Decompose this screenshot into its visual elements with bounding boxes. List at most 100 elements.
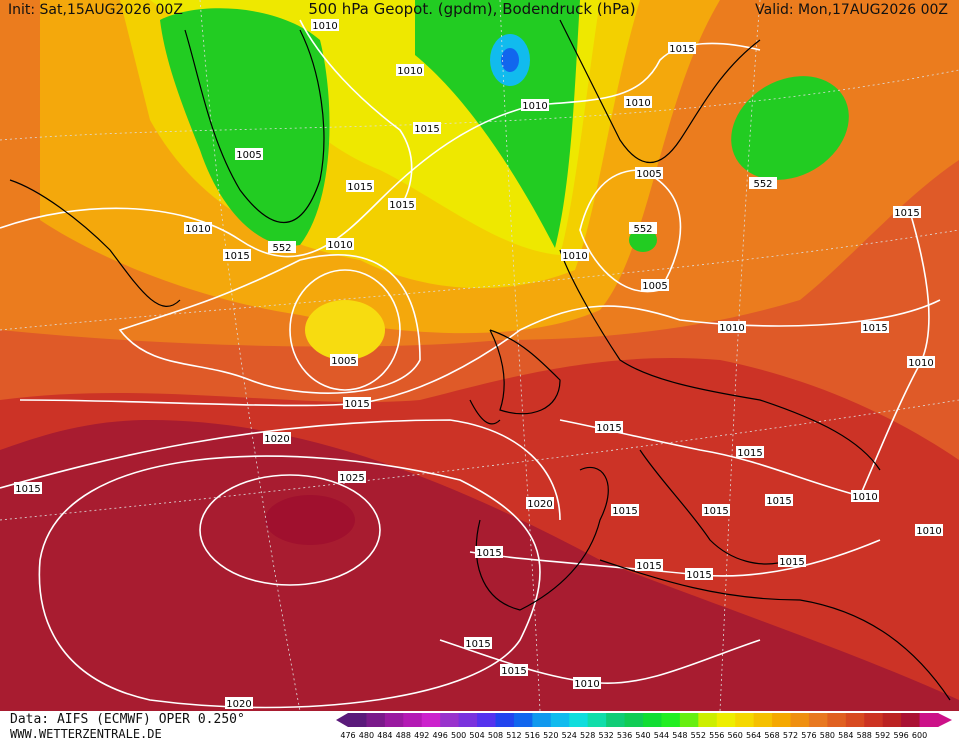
label-box [861, 321, 889, 333]
colorbar-swatch [716, 713, 736, 727]
contour-label: 1020 [226, 699, 251, 710]
label-box [475, 546, 503, 558]
colorbar-swatch [901, 713, 921, 727]
label-box [635, 167, 663, 179]
colorbar-swatch [458, 713, 478, 727]
label-box [521, 99, 549, 111]
contour-label: 1015 [596, 423, 621, 434]
colorbar-swatch [845, 713, 865, 727]
colorbar-label: 592 [875, 731, 890, 740]
label-box [907, 356, 935, 368]
colorbar-swatch [624, 713, 644, 727]
label-box [346, 180, 374, 192]
colorbar-swatch [661, 713, 681, 727]
data-source: Data: AIFS (ECMWF) OPER 0.250° [10, 712, 245, 727]
label-box [851, 490, 879, 502]
contour-label: 1010 [185, 224, 210, 235]
label-box [668, 42, 696, 54]
contour-label: 1010 [522, 101, 547, 112]
colorbar-label: 544 [654, 731, 669, 740]
contour-label: 552 [633, 224, 652, 235]
colorbar-swatch [606, 713, 626, 727]
contour-label: 1010 [574, 679, 599, 690]
label-box [635, 559, 663, 571]
label-box [464, 637, 492, 649]
colorbar-label: 516 [525, 731, 540, 740]
graticule [0, 0, 959, 712]
colorbar-label: 552 [691, 731, 706, 740]
label-box [915, 524, 943, 536]
colorbar-swatch [513, 713, 533, 727]
colorbar-swatch [772, 713, 791, 727]
colorbar-label: 556 [709, 731, 724, 740]
contour-label: 1015 [389, 200, 414, 211]
contour-label: 1015 [344, 399, 369, 410]
contour-label: 1015 [894, 208, 919, 219]
colorbar-swatch [919, 713, 939, 727]
contour-label: 1015 [779, 557, 804, 568]
colorbar-label: 564 [746, 731, 761, 740]
contour-label: 1015 [766, 496, 791, 507]
colorbar-swatch [569, 713, 589, 727]
label-box [223, 249, 251, 261]
label-box [268, 241, 296, 253]
contour-label: 1010 [719, 323, 744, 334]
contour-label: 1010 [625, 98, 650, 109]
label-box [685, 568, 713, 580]
colorbar-label: 560 [728, 731, 743, 740]
colorbar-swatch [753, 713, 773, 727]
coastlines [9, 19, 951, 701]
contour-label: 1015 [612, 506, 637, 517]
colorbar-label: 504 [469, 731, 484, 740]
colorbar-label: 568 [764, 731, 779, 740]
map-title: 500 hPa Geopot. (gpdm), Bodendruck (hPa) [308, 0, 635, 18]
label-box [235, 148, 263, 160]
label-box [749, 177, 777, 189]
contour-label: 1015 [703, 506, 728, 517]
contour-label: 1010 [852, 492, 877, 503]
contour-label: 1010 [908, 358, 933, 369]
colorbar-label: 584 [838, 731, 853, 740]
colorbar-swatch [477, 713, 496, 727]
contour-label: 1015 [686, 570, 711, 581]
contour-label: 1025 [339, 473, 364, 484]
colorbar-swatch [348, 713, 367, 727]
label-box [736, 446, 764, 458]
map: 1010 1015 1010 1010 1010 1015 1005 1015 1015 1005… [0, 0, 959, 712]
contour-label: 1005 [642, 281, 667, 292]
contour-label: 1005 [236, 150, 261, 161]
label-box [413, 122, 441, 134]
colorbar-label: 572 [783, 731, 798, 740]
contour-label: 1015 [15, 484, 40, 495]
label-box [641, 279, 669, 291]
contour-label: 1015 [669, 44, 694, 55]
colorbar-swatch [864, 713, 884, 727]
valid-time: Valid: Mon,17AUG2026 00Z [755, 2, 948, 18]
colorbar-label: 476 [340, 731, 355, 740]
colorbar-label: 520 [543, 731, 558, 740]
contour-label: 1005 [636, 169, 661, 180]
colorbar-swatch [790, 713, 810, 727]
label-box [14, 482, 42, 494]
label-box [573, 677, 601, 689]
contour-label: 1010 [397, 66, 422, 77]
colorbar-label: 528 [580, 731, 595, 740]
label-box [184, 222, 212, 234]
contour-label: 1015 [636, 561, 661, 572]
field-band [415, 0, 580, 248]
colorbar-swatch [532, 713, 552, 727]
colorbar-swatch [808, 713, 828, 727]
colorbar-label: 524 [562, 731, 577, 740]
contour-label: 1015 [465, 639, 490, 650]
label-box [718, 321, 746, 333]
label-box [263, 432, 291, 444]
contour-label: 1015 [414, 124, 439, 135]
field-band [501, 48, 519, 72]
label-box [330, 354, 358, 366]
colorbar-swatch [698, 713, 718, 727]
colorbar-swatch [679, 713, 699, 727]
colorbar-label: 508 [488, 731, 503, 740]
contour-label: 1020 [527, 499, 552, 510]
colorbar-swatch [440, 713, 460, 727]
field-band [305, 300, 385, 360]
